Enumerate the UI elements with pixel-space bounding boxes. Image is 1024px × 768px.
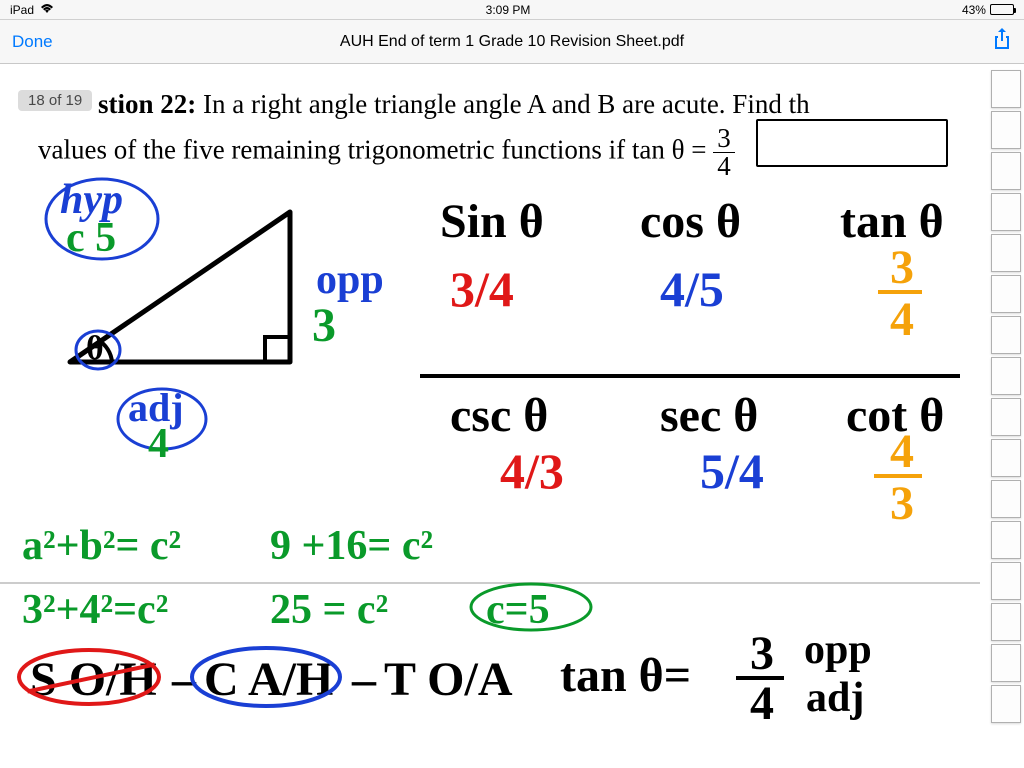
page-thumbnail[interactable] — [991, 70, 1021, 108]
page-thumbnail[interactable] — [991, 562, 1021, 600]
csc-label: csc θ — [450, 388, 548, 443]
tan-eq-den: 4 — [750, 676, 774, 731]
page-counter: 18 of 19 — [18, 90, 92, 111]
four-label: 4 — [148, 420, 169, 468]
csc-value: 4/3 — [500, 442, 564, 500]
theta-label: θ — [86, 330, 104, 368]
opp-label-2: opp — [804, 626, 872, 674]
separator-line — [420, 374, 960, 378]
status-time: 3:09 PM — [486, 3, 531, 17]
pyth-eq-2: 9 +16= c² — [270, 522, 433, 570]
page-thumbnail[interactable] — [991, 357, 1021, 395]
done-button[interactable]: Done — [12, 32, 53, 52]
page-thumbnail[interactable] — [991, 644, 1021, 682]
carrier-label: iPad — [10, 3, 34, 17]
page-thumbnail[interactable] — [991, 398, 1021, 436]
page-thumbnail[interactable] — [991, 439, 1021, 477]
pyth-eq-4: 25 = c² — [270, 586, 388, 634]
tan-denominator: 4 — [890, 292, 914, 347]
cos-value: 4/5 — [660, 260, 724, 318]
cot-numerator: 4 — [890, 424, 914, 479]
page-thumbnail[interactable] — [991, 480, 1021, 518]
adj-label-2: adj — [806, 674, 864, 722]
page-thumbnail[interactable] — [991, 111, 1021, 149]
page-thumbnail[interactable] — [991, 275, 1021, 313]
sin-label: Sin θ — [440, 194, 544, 249]
page-thumbnail[interactable] — [991, 152, 1021, 190]
share-button[interactable] — [992, 27, 1012, 56]
cos-label: cos θ — [640, 194, 741, 249]
cot-denominator: 3 — [890, 476, 914, 531]
pyth-eq-1: a²+b²= c² — [22, 522, 181, 570]
dash-2: – — [352, 652, 376, 707]
sin-value: 3/4 — [450, 260, 514, 318]
battery-icon — [990, 4, 1014, 15]
sec-value: 5/4 — [700, 442, 764, 500]
document-content[interactable]: 18 of 19 stion 22: In a right angle tria… — [0, 64, 1024, 768]
page-thumbnail[interactable] — [991, 234, 1021, 272]
pyth-eq-3: 3²+4²=c² — [22, 586, 168, 634]
three-label: 3 — [312, 298, 336, 353]
circle-annotation — [188, 644, 344, 710]
page-thumbnail[interactable] — [991, 193, 1021, 231]
toa-label: T O/A — [384, 652, 512, 707]
page-thumbnail[interactable] — [991, 316, 1021, 354]
nav-bar: Done AUH End of term 1 Grade 10 Revision… — [0, 20, 1024, 64]
circle-annotation — [466, 580, 596, 634]
thumbnail-strip[interactable] — [988, 64, 1024, 768]
tan-numerator: 3 — [890, 240, 914, 295]
c5-label: c 5 — [66, 214, 116, 262]
annotation-layer: θ hyp c 5 opp 3 adj 4 Sin θ cos θ tan θ … — [0, 64, 1024, 724]
status-bar: iPad 3:09 PM 43% — [0, 0, 1024, 20]
tan-eq-label: tan θ= — [560, 648, 691, 703]
wifi-icon — [40, 3, 54, 17]
page-thumbnail[interactable] — [991, 521, 1021, 559]
tan-eq-num: 3 — [750, 626, 774, 681]
page-thumbnail[interactable] — [991, 685, 1021, 723]
sec-label: sec θ — [660, 388, 758, 443]
battery-pct: 43% — [962, 3, 986, 17]
page-thumbnail[interactable] — [991, 603, 1021, 641]
document-title: AUH End of term 1 Grade 10 Revision Shee… — [0, 33, 1024, 51]
opp-label: opp — [316, 256, 384, 304]
